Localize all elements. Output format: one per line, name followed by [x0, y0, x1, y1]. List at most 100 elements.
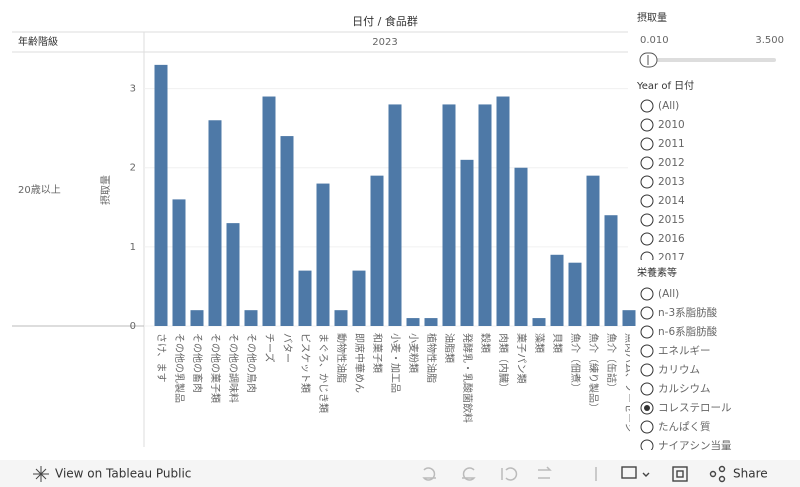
share-button[interactable]: Share: [733, 467, 768, 481]
x-tick-label: 穀類: [479, 333, 492, 353]
radio-button[interactable]: [640, 251, 654, 264]
radio-button[interactable]: [640, 344, 654, 358]
x-tick-label: 藻類: [533, 333, 546, 353]
x-tick-label: 魚介（佃煮）: [569, 333, 582, 393]
bar[interactable]: [514, 167, 528, 326]
x-tick-label: その他の調味料: [227, 333, 240, 403]
bar[interactable]: [406, 318, 420, 326]
range-max: 3.500: [755, 35, 784, 46]
radio-label[interactable]: (All): [658, 100, 679, 112]
radio-label[interactable]: (All): [658, 288, 679, 300]
radio-label[interactable]: ナイアシン当量: [658, 439, 732, 452]
bar[interactable]: [208, 120, 222, 327]
x-tick-label: その他の鳥肉: [245, 333, 258, 393]
toolbar-icons: [422, 466, 597, 481]
x-tick-label: 動物性油脂: [335, 333, 348, 383]
x-tick-label: 菓子パン類: [515, 333, 527, 384]
bar[interactable]: [298, 270, 312, 326]
radio-label[interactable]: エネルギー: [658, 345, 711, 357]
x-tick-label: 魚介（練り製品）: [587, 333, 600, 413]
radio-label[interactable]: 2014: [658, 195, 685, 207]
bar[interactable]: [172, 199, 186, 326]
radio-button[interactable]: [640, 156, 654, 170]
radio-label[interactable]: 2016: [658, 233, 685, 245]
bar[interactable]: [496, 96, 510, 327]
x-tick-label: その他の畜肉: [191, 333, 204, 393]
x-tick-label: 貝類: [551, 333, 563, 353]
radio-label[interactable]: コレステロール: [658, 402, 732, 414]
radio-button[interactable]: [640, 363, 654, 377]
bar[interactable]: [532, 318, 546, 326]
x-tick-label: その他の菓子類: [209, 333, 222, 403]
radio-label[interactable]: n-3系脂肪酸: [658, 306, 718, 319]
bar[interactable]: [190, 310, 204, 326]
radio-button[interactable]: [640, 306, 654, 320]
radio-button[interactable]: [640, 287, 654, 301]
x-tick-label: さけ、ます: [155, 333, 167, 383]
radio-button[interactable]: [640, 175, 654, 189]
bar[interactable]: [568, 262, 582, 326]
tableau-icon[interactable]: [33, 466, 49, 482]
year-list: (All) 2010 2011 2012 2013 2014 2015 2016 2017: [640, 99, 685, 264]
bar[interactable]: [460, 159, 474, 326]
radio-label[interactable]: 2015: [658, 214, 685, 226]
radio-label[interactable]: 2017: [658, 252, 685, 264]
radio-label[interactable]: カリウム: [658, 364, 700, 376]
x-tick-label: まぐろ、かじき類: [317, 333, 329, 413]
radio-button[interactable]: [640, 118, 654, 132]
bar[interactable]: [604, 215, 618, 326]
bar[interactable]: [586, 175, 600, 326]
radio-label[interactable]: たんぱく質: [658, 420, 711, 433]
row-label: 20歳以上: [18, 184, 61, 196]
radio-button[interactable]: [640, 232, 654, 246]
radio-label[interactable]: n-6系脂肪酸: [658, 325, 718, 338]
y-tick-label: 1: [130, 242, 136, 253]
range-min: 0.010: [640, 35, 669, 46]
x-tick-label: 小麦粉類: [407, 333, 420, 373]
toolbar-icons[interactable]: [621, 465, 726, 483]
bar[interactable]: [226, 223, 240, 326]
x-tick-label: その他の乳製品: [173, 333, 186, 403]
radio-label[interactable]: 2012: [658, 157, 685, 169]
bar[interactable]: [442, 104, 456, 326]
radio-label[interactable]: 2010: [658, 119, 685, 131]
bar[interactable]: [280, 136, 294, 326]
x-tick-label: 油脂類: [443, 333, 456, 363]
x-tick-label: バター: [281, 333, 293, 363]
bar[interactable]: [370, 175, 384, 326]
radio-button[interactable]: [640, 137, 654, 151]
x-tick-label: ビスケット類: [299, 333, 311, 393]
bar[interactable]: [262, 96, 276, 327]
radio-button[interactable]: [640, 439, 654, 452]
bar[interactable]: [550, 254, 564, 326]
radio-label[interactable]: 2013: [658, 176, 685, 188]
bar[interactable]: [388, 104, 402, 326]
radio-button[interactable]: [640, 99, 654, 113]
row-header-title: 年齢階級: [18, 35, 58, 48]
y-axis-title: 摂取量: [99, 175, 112, 205]
bar[interactable]: [622, 310, 636, 326]
x-tick-label: 発酵乳・乳酸菌飲料: [461, 333, 474, 423]
y-tick-label: 3: [130, 84, 136, 95]
radio-button[interactable]: [640, 194, 654, 208]
bar[interactable]: [334, 310, 348, 326]
radio-button[interactable]: [640, 420, 654, 434]
bar[interactable]: [478, 104, 492, 326]
bar[interactable]: [244, 310, 258, 326]
radio-button[interactable]: [640, 325, 654, 339]
bar[interactable]: [352, 270, 366, 326]
bar[interactable]: [154, 64, 168, 326]
x-tick-label: 魚介（缶詰）: [605, 333, 618, 393]
view-link[interactable]: View on Tableau Public: [55, 467, 191, 481]
bar[interactable]: [316, 183, 330, 326]
radio-label[interactable]: カルシウム: [658, 383, 711, 395]
radio-button[interactable]: [640, 213, 654, 227]
radio-label[interactable]: 2011: [658, 138, 685, 150]
filter-title: Year of 日付: [636, 79, 694, 92]
radio-button[interactable]: [640, 382, 654, 396]
radio-dot: [644, 405, 650, 411]
slider-track[interactable]: [643, 58, 776, 62]
category-labels: さけ、ます その他の乳製品 その他の畜肉 その他の菓子類 その他の調味料 その他の鳥肉 チー…: [155, 333, 630, 433]
bar[interactable]: [424, 318, 438, 326]
